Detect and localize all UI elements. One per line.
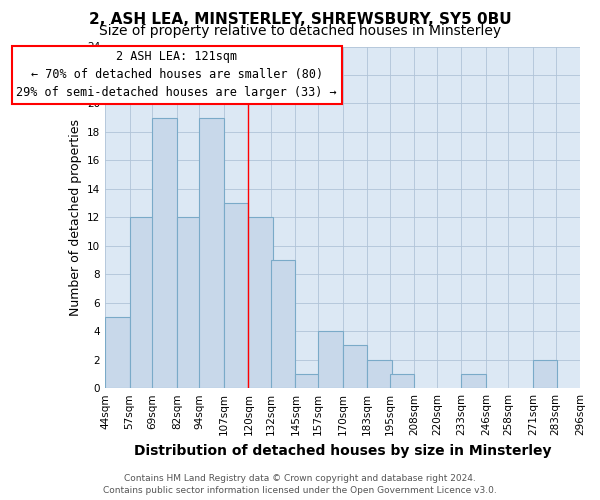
Bar [248,218,273,388]
Bar [130,218,154,388]
Bar [105,317,130,388]
Bar [224,203,248,388]
Bar [533,360,557,388]
Text: Size of property relative to detached houses in Minsterley: Size of property relative to detached ho… [99,24,501,38]
Bar [295,374,320,388]
Bar [367,360,392,388]
Bar [343,346,367,388]
Bar [199,118,224,388]
Text: 2 ASH LEA: 121sqm
← 70% of detached houses are smaller (80)
29% of semi-detached: 2 ASH LEA: 121sqm ← 70% of detached hous… [16,50,337,100]
Text: Contains HM Land Registry data © Crown copyright and database right 2024.
Contai: Contains HM Land Registry data © Crown c… [103,474,497,495]
Bar [271,260,295,388]
Bar [461,374,486,388]
Bar [152,118,177,388]
Bar [318,331,343,388]
Bar [177,218,201,388]
Text: 2, ASH LEA, MINSTERLEY, SHREWSBURY, SY5 0BU: 2, ASH LEA, MINSTERLEY, SHREWSBURY, SY5 … [89,12,511,28]
Y-axis label: Number of detached properties: Number of detached properties [68,119,82,316]
Bar [390,374,414,388]
X-axis label: Distribution of detached houses by size in Minsterley: Distribution of detached houses by size … [134,444,551,458]
